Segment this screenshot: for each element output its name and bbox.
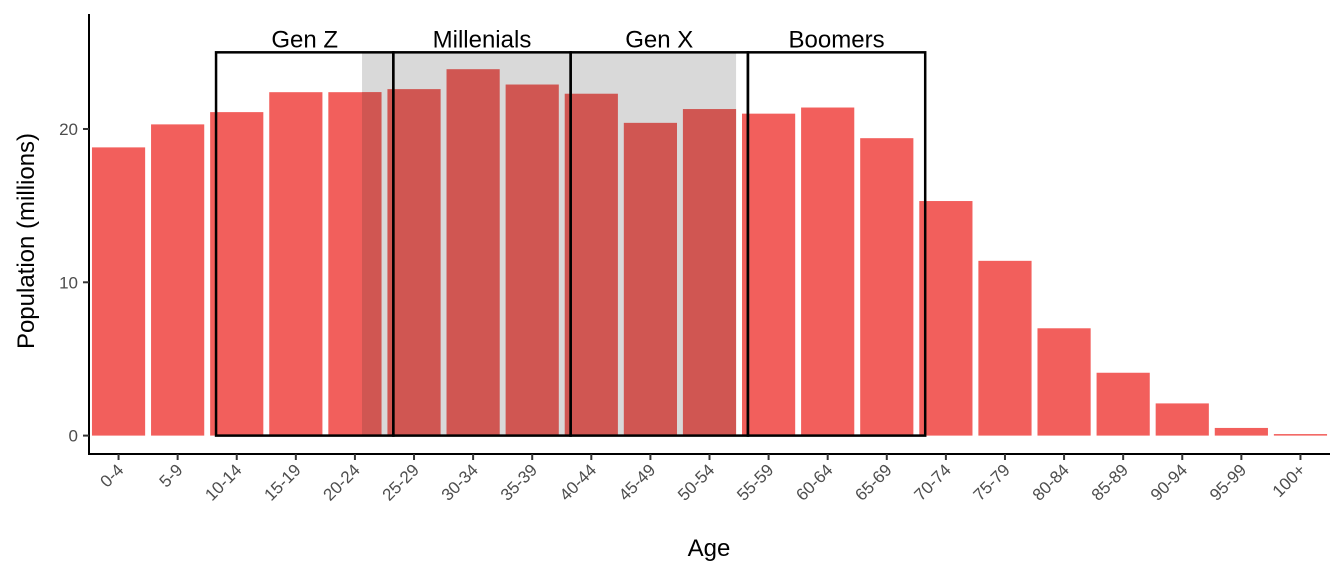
bar-80-84	[1037, 328, 1091, 436]
bar-0-4	[91, 147, 146, 436]
y-ticks-layer: 0 10 20	[59, 120, 89, 446]
bar-95-99	[1214, 427, 1268, 436]
bars-layer	[91, 69, 1328, 436]
x-tick-label: 60-64	[792, 460, 836, 504]
x-tick-label: 25-29	[379, 460, 423, 504]
y-tick-label: 20	[59, 120, 78, 139]
generation-label: Gen Z	[271, 26, 338, 53]
x-tick-label: 10-14	[201, 460, 245, 504]
bar-65-69	[860, 138, 914, 436]
generation-box-boomers	[746, 51, 927, 437]
x-tick-label: 100+	[1269, 460, 1310, 501]
x-tick-label: 95-99	[1206, 460, 1250, 504]
y-axis-title: Population (millions)	[13, 133, 40, 349]
generation-label: Boomers	[789, 26, 885, 53]
x-tick-label: 15-19	[260, 460, 304, 504]
x-tick-label: 75-79	[970, 460, 1014, 504]
bar-75-79	[978, 260, 1032, 436]
band-overlay-left	[362, 92, 382, 436]
bar-45-49	[623, 122, 677, 436]
x-ticks-layer: 0-4 5-9 10-14 15-19 20-24 25-29 30-34 35-39 40-4…	[97, 454, 1310, 505]
x-tick-label: 55-59	[733, 460, 777, 504]
generation-boxes-layer: Gen Z Millenials Gen X Boomers	[214, 26, 927, 437]
bar-5-9	[151, 124, 205, 436]
y-tick-label: 0	[69, 427, 78, 446]
x-tick-label: 30-34	[438, 460, 482, 504]
x-tick-label: 70-74	[911, 460, 955, 504]
bar-30-34	[446, 69, 500, 436]
x-tick-label: 80-84	[1029, 460, 1073, 504]
y-tick-label: 10	[59, 273, 78, 292]
x-tick-label: 20-24	[320, 460, 364, 504]
bar-85-89	[1096, 372, 1150, 436]
x-tick-label: 90-94	[1147, 460, 1191, 504]
bar-15-19	[269, 92, 323, 436]
x-tick-label: 65-69	[851, 460, 895, 504]
bar-10-14	[210, 112, 264, 436]
bar-90-94	[1155, 403, 1209, 436]
bar-70-74	[919, 201, 973, 436]
bar-60-64	[801, 107, 855, 436]
generation-label: Gen X	[625, 26, 693, 53]
x-axis-title: Age	[688, 535, 731, 562]
bar-25-29	[387, 89, 441, 436]
x-tick-label: 85-89	[1088, 460, 1132, 504]
bar-35-39	[505, 84, 559, 436]
bar-50-54	[682, 109, 737, 436]
bar-40-44	[564, 93, 618, 436]
generation-label: Millenials	[433, 26, 532, 53]
x-tick-label: 35-39	[497, 460, 541, 504]
x-tick-label: 5-9	[156, 460, 187, 491]
x-tick-label: 50-54	[674, 460, 718, 504]
x-tick-label: 0-4	[97, 460, 128, 491]
bar-55-59	[742, 113, 796, 436]
bar-100+	[1273, 434, 1328, 436]
x-tick-label: 40-44	[556, 460, 600, 504]
x-tick-label: 45-49	[615, 460, 659, 504]
